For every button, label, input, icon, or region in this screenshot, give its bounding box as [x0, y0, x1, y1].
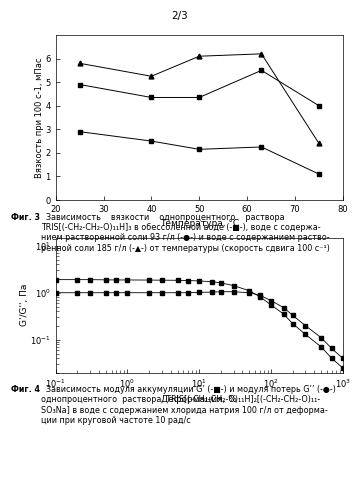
- X-axis label: Температура, °C: Температура, °C: [160, 220, 239, 228]
- X-axis label: Деформация, %: Деформация, %: [161, 396, 237, 404]
- Text: Зависимость модуля аккумуляции G’ (-■-) и модуля потерь G’’ (-●-)
однопроцентног: Зависимость модуля аккумуляции G’ (-■-) …: [41, 385, 336, 425]
- Text: Зависимость    вязкости    однопроцентного    раствора
TRIS[(-CH₂-CH₂-O)₁₁H]₃ в : Зависимость вязкости однопроцентного рас…: [41, 212, 330, 252]
- Y-axis label: Вязкость при 100 с-1, мПас: Вязкость при 100 с-1, мПас: [35, 57, 44, 178]
- Y-axis label: G'/G'', Па: G'/G'', Па: [20, 284, 29, 326]
- Text: Фиг. 4: Фиг. 4: [11, 385, 40, 394]
- Text: Фиг. 3: Фиг. 3: [11, 212, 40, 222]
- Text: 2/3: 2/3: [171, 12, 188, 22]
